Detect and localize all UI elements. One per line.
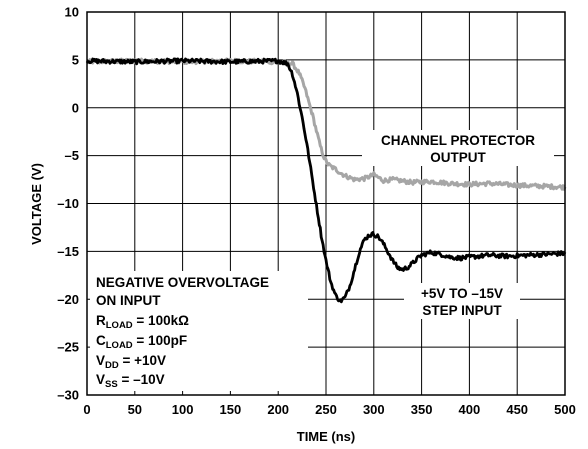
vdd-label: VDD = +10V: [96, 353, 166, 371]
x-tick-label: 250: [315, 402, 337, 417]
y-axis-label: VOLTAGE (V): [29, 163, 44, 245]
x-tick-label: 150: [220, 402, 242, 417]
y-tick-label: –25: [57, 340, 79, 355]
y-tick-label: 0: [72, 100, 79, 115]
y-tick-label: –10: [57, 196, 79, 211]
step-input-label-line1: +5V TO –15V: [421, 286, 503, 301]
step-input-label-bg: [404, 283, 520, 319]
x-tick-label: 100: [172, 402, 194, 417]
rload-label: RLOAD = 100kΩ: [96, 313, 189, 331]
x-tick-label: 500: [554, 402, 576, 417]
cload-label: CLOAD = 100pF: [96, 333, 187, 351]
x-axis-label: TIME (ns): [297, 429, 356, 444]
y-tick-label: –20: [57, 292, 79, 307]
y-tick-label: –15: [57, 244, 79, 259]
x-tick-label: 350: [411, 402, 433, 417]
plot-frame: [86, 11, 566, 396]
vss-label: VSS = –10V: [96, 372, 165, 390]
step-input-label-line2: STEP INPUT: [422, 303, 502, 318]
x-tick-label: 450: [506, 402, 528, 417]
tick-labels: 0 50 100 150 200 250 300 350 400 450 5001050–5–10–…: [57, 5, 576, 418]
x-tick-label: 400: [459, 402, 481, 417]
on-input-label: ON INPUT: [96, 293, 161, 308]
y-tick-label: 5: [72, 52, 79, 67]
series-group: [85, 57, 567, 304]
step-input-line: [85, 57, 567, 304]
x-tick-label: 50: [128, 402, 142, 417]
x-tick-label: 300: [363, 402, 385, 417]
y-tick-label: –5: [65, 148, 79, 163]
negative-overvoltage-annotation-bg: [90, 271, 308, 391]
negative-overvoltage-label: NEGATIVE OVERVOLTAGE: [96, 275, 269, 290]
grid: [87, 12, 565, 395]
y-tick-label: –30: [57, 388, 79, 403]
channel-protector-output-label-line2: OUTPUT: [430, 150, 486, 165]
channel-protector-output-label-line1: CHANNEL PROTECTOR: [381, 133, 535, 148]
channel-protector-output-label-bg: [362, 130, 554, 166]
x-tick-label: 0: [83, 402, 90, 417]
x-tick-label: 200: [267, 402, 289, 417]
y-tick-label: 10: [65, 5, 79, 20]
